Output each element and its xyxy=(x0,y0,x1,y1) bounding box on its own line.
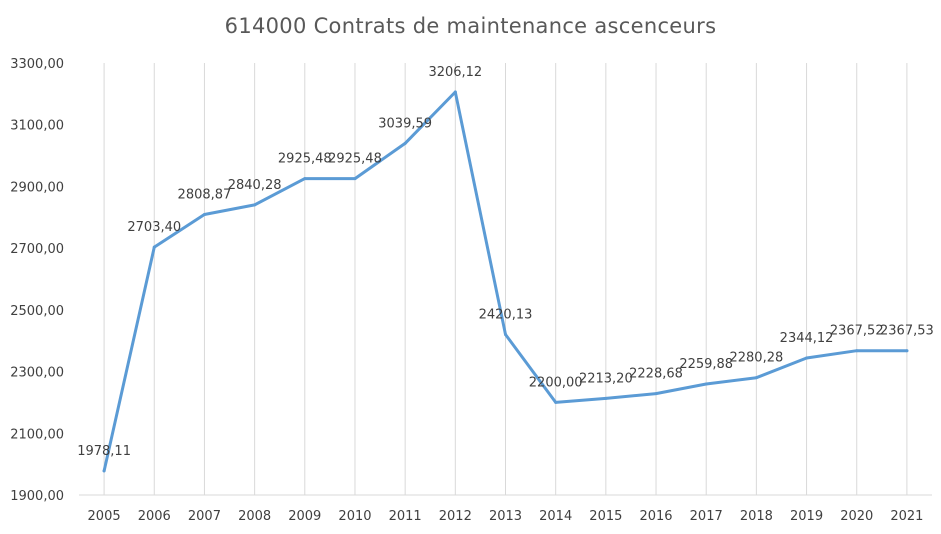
data-label: 2840,28 xyxy=(228,178,282,193)
x-tick-label: 2021 xyxy=(890,509,923,524)
data-point xyxy=(654,392,658,396)
x-tick-label: 2008 xyxy=(238,509,271,524)
data-label: 2200,00 xyxy=(529,375,583,390)
data-label: 2808,87 xyxy=(178,188,232,203)
data-label: 2367,52 xyxy=(830,324,884,339)
x-tick-label: 2005 xyxy=(88,509,121,524)
x-tick-label: 2006 xyxy=(138,509,171,524)
data-point xyxy=(253,203,257,207)
data-point xyxy=(353,177,357,181)
data-point xyxy=(202,213,206,217)
data-point xyxy=(102,469,106,473)
y-tick-label: 2100,00 xyxy=(10,427,64,442)
y-axis-tick-labels: 1900,00 2100,00 2300,00 2500,00 2700,00 2900,… xyxy=(10,57,64,504)
chart-title: 614000 Contrats de maintenance ascenceur… xyxy=(224,14,717,38)
data-point xyxy=(905,349,909,353)
x-tick-label: 2016 xyxy=(639,509,672,524)
x-tick-label: 2013 xyxy=(489,509,522,524)
x-tick-label: 2012 xyxy=(439,509,472,524)
data-point xyxy=(403,141,407,145)
x-tick-label: 2020 xyxy=(840,509,873,524)
y-tick-label: 2900,00 xyxy=(10,180,64,195)
x-tick-label: 2018 xyxy=(740,509,773,524)
data-label: 2344,12 xyxy=(780,331,834,346)
data-label: 2213,20 xyxy=(579,371,633,386)
data-label: 2925,48 xyxy=(278,152,332,167)
data-point xyxy=(855,349,859,353)
data-label: 2259,88 xyxy=(679,357,733,372)
y-tick-label: 2500,00 xyxy=(10,304,64,319)
x-tick-label: 2011 xyxy=(389,509,422,524)
data-point xyxy=(704,382,708,386)
data-label: 2703,40 xyxy=(127,220,181,235)
data-label: 2925,48 xyxy=(328,152,382,167)
x-tick-label: 2009 xyxy=(288,509,321,524)
data-point xyxy=(604,396,608,400)
data-label: 3039,59 xyxy=(378,116,432,131)
data-point xyxy=(152,245,156,249)
x-tick-label: 2010 xyxy=(338,509,371,524)
x-tick-label: 2015 xyxy=(589,509,622,524)
x-tick-label: 2017 xyxy=(690,509,723,524)
y-tick-label: 2300,00 xyxy=(10,366,64,381)
data-point xyxy=(754,376,758,380)
gridlines xyxy=(79,63,932,496)
data-point xyxy=(453,90,457,94)
x-tick-label: 2014 xyxy=(539,509,572,524)
data-point xyxy=(554,400,558,404)
data-point xyxy=(303,177,307,181)
data-label: 2420,13 xyxy=(479,308,533,323)
series-layer xyxy=(102,90,909,473)
y-tick-label: 3100,00 xyxy=(10,119,64,134)
data-label: 1978,11 xyxy=(77,444,131,459)
data-label: 2367,53 xyxy=(880,324,934,339)
data-point xyxy=(504,333,507,337)
y-tick-label: 2700,00 xyxy=(10,242,64,257)
data-label: 2228,68 xyxy=(629,367,683,382)
x-axis-tick-labels: 2005 2006 2007 2008 2009 2010 2011 2012 2013 2014… xyxy=(88,509,924,524)
x-tick-label: 2019 xyxy=(790,509,823,524)
y-tick-label: 1900,00 xyxy=(10,489,64,504)
data-label: 3206,12 xyxy=(428,65,482,80)
data-label: 2280,28 xyxy=(729,351,783,366)
data-point xyxy=(805,356,809,360)
y-tick-label: 3300,00 xyxy=(10,57,64,72)
x-tick-label: 2007 xyxy=(188,509,221,524)
